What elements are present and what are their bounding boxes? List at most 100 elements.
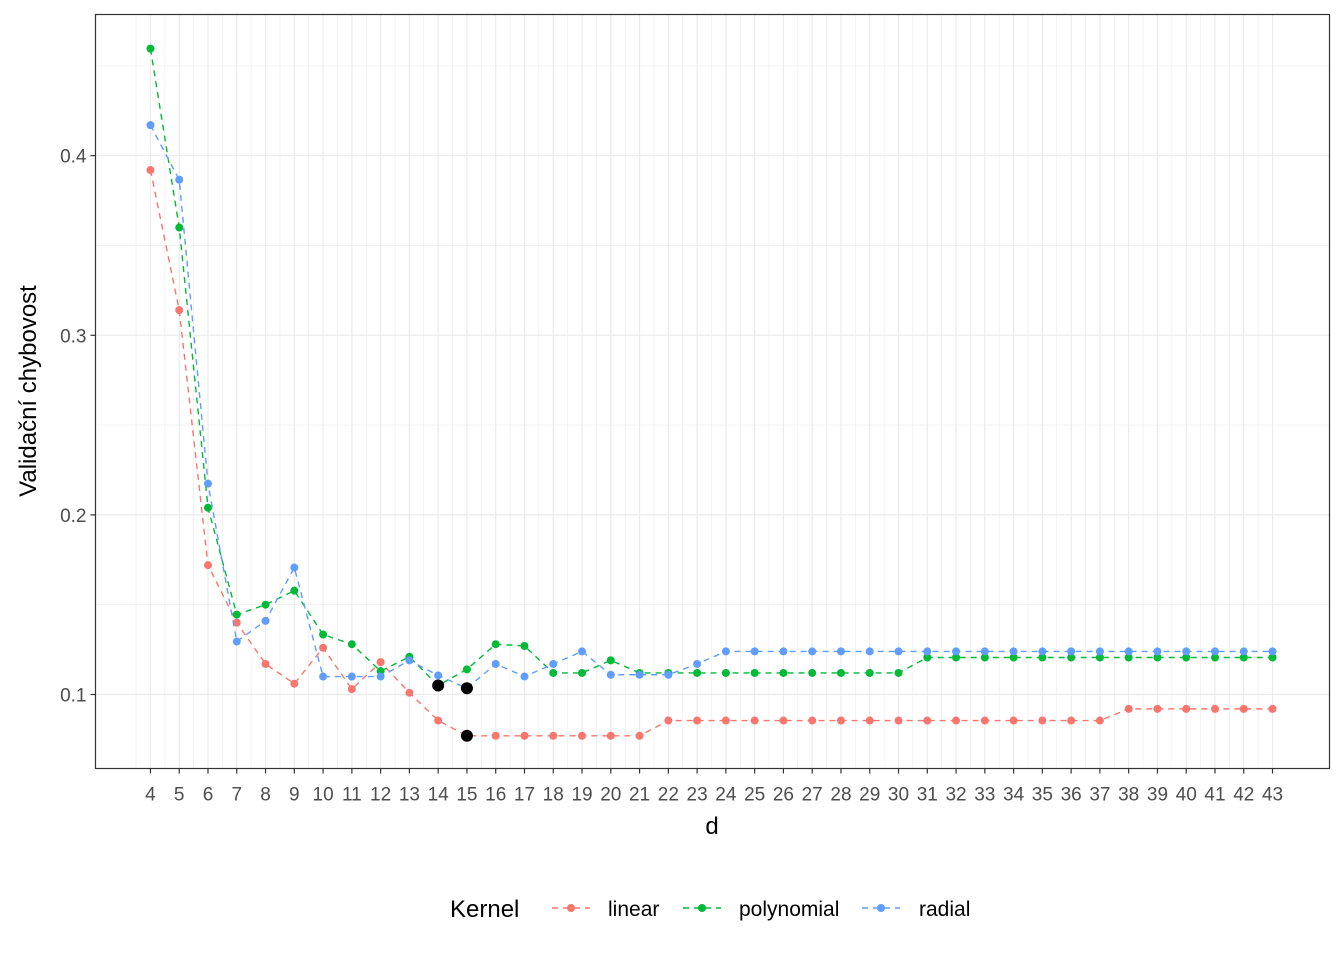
data-point-radial: [779, 647, 788, 656]
grid: [95, 14, 1330, 769]
data-point-radial: [261, 616, 270, 625]
x-tick-label: 21: [629, 785, 650, 806]
data-point-polynomial: [491, 640, 500, 649]
data-point-linear: [146, 166, 155, 175]
data-point-polynomial: [146, 44, 155, 53]
data-point-radial: [1268, 647, 1277, 656]
data-point-linear: [1124, 704, 1133, 713]
x-tick-label: 19: [571, 785, 592, 806]
data-point-linear: [779, 716, 788, 725]
x-tick-label: 31: [917, 785, 938, 806]
data-point-radial: [578, 647, 587, 656]
x-tick-label: 9: [289, 785, 300, 806]
data-point-radial: [1210, 647, 1219, 656]
data-point-linear: [175, 306, 184, 315]
data-point-polynomial: [232, 610, 241, 619]
data-point-polynomial: [606, 656, 615, 665]
data-point-linear: [405, 688, 414, 697]
data-point-polynomial: [462, 665, 471, 674]
data-point-linear: [952, 716, 961, 725]
data-point-linear: [836, 716, 845, 725]
legend-label-polynomial: polynomial: [739, 898, 839, 921]
data-point-radial: [1038, 647, 1047, 656]
x-tick-label: 15: [456, 785, 477, 806]
x-tick-label: 41: [1204, 785, 1225, 806]
data-point-polynomial: [1009, 653, 1018, 662]
data-point-linear: [549, 731, 558, 740]
x-tick-label: 7: [231, 785, 242, 806]
data-point-linear: [434, 716, 443, 725]
data-point-polynomial: [261, 600, 270, 609]
data-point-radial: [290, 563, 299, 572]
data-point-polynomial: [290, 586, 299, 595]
data-point-radial: [980, 647, 989, 656]
data-point-radial: [1095, 647, 1104, 656]
data-point-radial: [520, 672, 529, 681]
data-point-linear: [750, 716, 759, 725]
data-point-polynomial: [693, 668, 702, 677]
data-point-polynomial: [1182, 653, 1191, 662]
data-point-linear: [261, 659, 270, 668]
data-point-radial: [405, 656, 414, 665]
data-point-radial: [347, 672, 356, 681]
x-tick-label: 25: [744, 785, 765, 806]
data-point-radial: [1067, 647, 1076, 656]
data-point-linear: [721, 716, 730, 725]
x-tick-label: 6: [203, 785, 214, 806]
data-point-radial: [491, 659, 500, 668]
y-tick-label: 0.3: [60, 326, 86, 347]
minimum-point-radial: [460, 682, 473, 695]
data-point-linear: [232, 618, 241, 627]
series-line-polynomial: [149, 48, 1273, 687]
x-tick-label: 27: [802, 785, 823, 806]
data-point-radial: [865, 647, 874, 656]
data-point-linear: [865, 716, 874, 725]
data-point-radial: [203, 479, 212, 488]
x-tick-label: 35: [1032, 785, 1053, 806]
x-tick-label: 29: [859, 785, 880, 806]
data-point-radial: [175, 175, 184, 184]
x-tick-label: 28: [830, 785, 851, 806]
data-point-polynomial: [952, 653, 961, 662]
data-point-polynomial: [836, 668, 845, 677]
data-point-linear: [1067, 716, 1076, 725]
data-point-linear: [1095, 716, 1104, 725]
data-point-radial: [923, 647, 932, 656]
legend-key-point-radial: [877, 904, 885, 912]
data-point-polynomial: [1124, 653, 1133, 662]
data-point-linear: [491, 731, 500, 740]
legend-key-point-linear: [567, 904, 575, 912]
data-point-linear: [578, 731, 587, 740]
x-tick-label: 26: [773, 785, 794, 806]
x-tick-label: 30: [888, 785, 909, 806]
minimum-point-polynomial: [432, 679, 445, 692]
data-point-radial: [376, 672, 385, 681]
y-tick-label: 0.4: [60, 147, 87, 168]
data-point-linear: [376, 658, 385, 667]
data-point-radial: [232, 637, 241, 646]
legend: Kernel linear polynomial radial: [450, 896, 970, 923]
data-point-linear: [347, 685, 356, 694]
y-axis-title: Validační chybovost: [15, 285, 42, 497]
data-point-linear: [290, 679, 299, 688]
data-point-polynomial: [1210, 653, 1219, 662]
x-tick-label: 34: [1003, 785, 1025, 806]
x-tick-label: 10: [313, 785, 334, 806]
legend-label-linear: linear: [608, 898, 659, 921]
data-point-polynomial: [808, 668, 817, 677]
x-tick-label: 24: [715, 785, 737, 806]
data-point-radial: [721, 647, 730, 656]
data-point-polynomial: [1095, 653, 1104, 662]
data-point-linear: [1009, 716, 1018, 725]
data-point-polynomial: [980, 653, 989, 662]
data-point-polynomial: [347, 640, 356, 649]
x-tick-label: 22: [658, 785, 679, 806]
data-point-linear: [1239, 704, 1248, 713]
data-point-polynomial: [203, 503, 212, 512]
data-point-polynomial: [923, 653, 932, 662]
data-point-linear: [1268, 704, 1277, 713]
x-tick-label: 8: [260, 785, 271, 806]
x-tick-label: 12: [370, 785, 391, 806]
x-tick-label: 5: [174, 785, 185, 806]
data-point-polynomial: [175, 223, 184, 232]
